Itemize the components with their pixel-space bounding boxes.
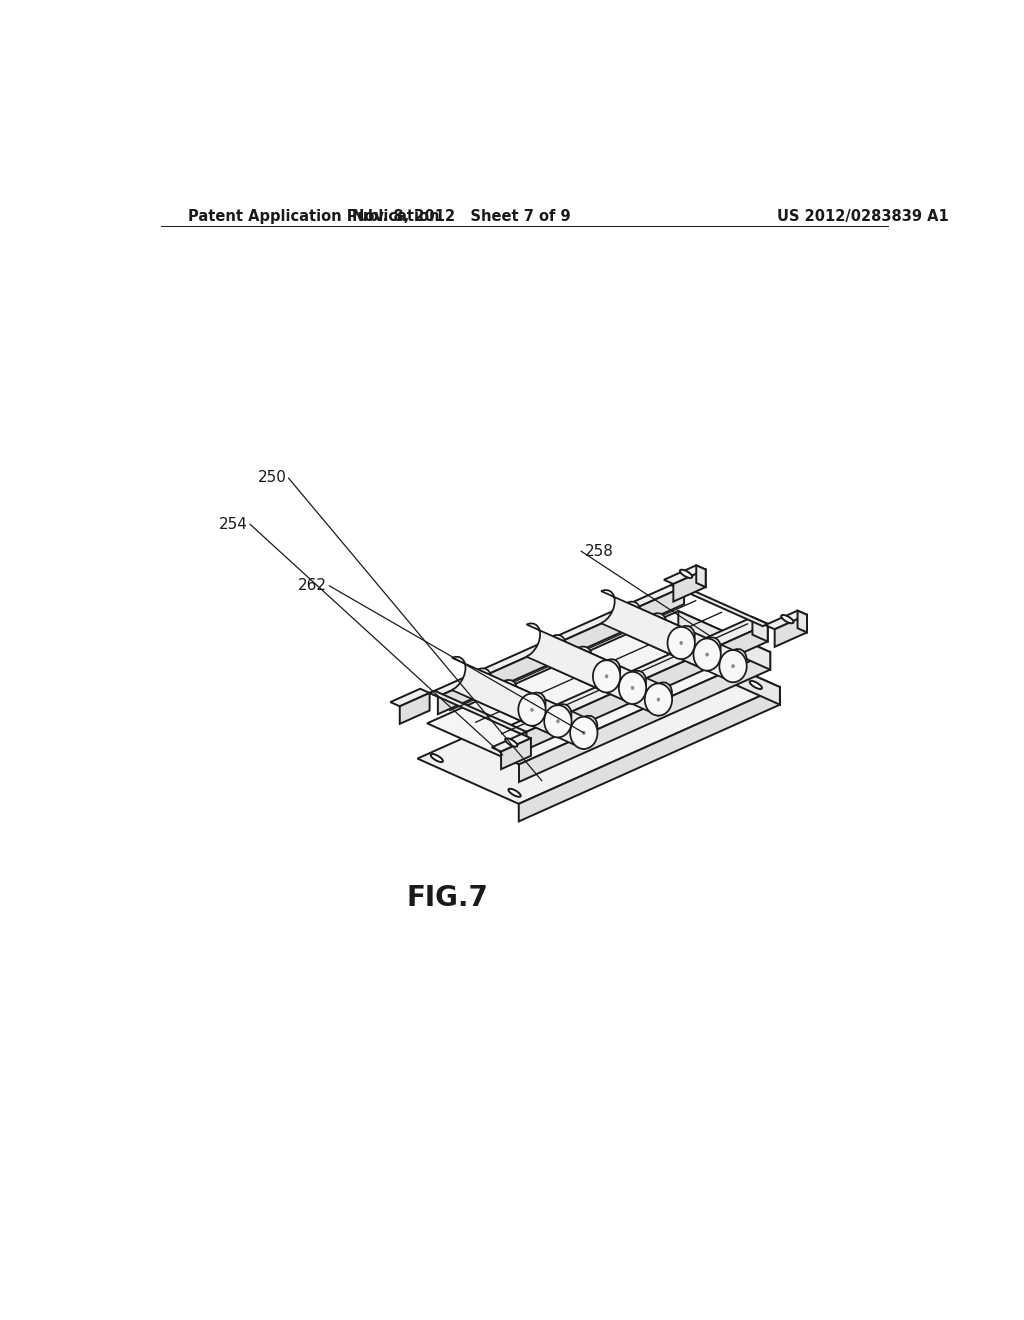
Polygon shape [601, 590, 694, 659]
Polygon shape [696, 565, 706, 587]
Ellipse shape [593, 660, 621, 693]
Polygon shape [521, 624, 768, 751]
Polygon shape [390, 689, 430, 706]
Polygon shape [427, 611, 770, 764]
Ellipse shape [781, 615, 794, 623]
Polygon shape [653, 614, 746, 682]
Polygon shape [627, 602, 721, 671]
Ellipse shape [570, 717, 597, 748]
Ellipse shape [544, 705, 571, 738]
Polygon shape [753, 618, 768, 642]
Text: 250: 250 [258, 470, 287, 486]
Polygon shape [519, 688, 780, 821]
Polygon shape [519, 652, 770, 781]
Ellipse shape [509, 789, 520, 797]
Ellipse shape [431, 754, 443, 762]
Polygon shape [674, 569, 706, 602]
Polygon shape [492, 734, 530, 751]
Polygon shape [679, 642, 780, 705]
Ellipse shape [556, 719, 559, 723]
Polygon shape [399, 693, 430, 723]
Text: 254: 254 [219, 516, 248, 532]
Ellipse shape [668, 627, 695, 659]
Text: FIG.7: FIG.7 [407, 883, 488, 912]
Polygon shape [798, 611, 807, 632]
Ellipse shape [706, 653, 709, 656]
Polygon shape [526, 623, 621, 693]
Polygon shape [501, 738, 530, 770]
Ellipse shape [680, 642, 683, 644]
Polygon shape [418, 642, 780, 804]
Ellipse shape [506, 752, 518, 760]
Ellipse shape [645, 684, 672, 715]
Polygon shape [664, 565, 706, 583]
Text: Patent Application Publication: Patent Application Publication [188, 209, 440, 223]
Ellipse shape [693, 639, 721, 671]
Ellipse shape [657, 698, 659, 701]
Polygon shape [504, 680, 597, 748]
Ellipse shape [518, 693, 546, 726]
Ellipse shape [605, 675, 608, 678]
Text: Nov. 8, 2012   Sheet 7 of 9: Nov. 8, 2012 Sheet 7 of 9 [352, 209, 571, 223]
Polygon shape [452, 657, 546, 726]
Ellipse shape [672, 645, 684, 655]
Text: 258: 258 [585, 544, 613, 558]
Ellipse shape [505, 738, 517, 747]
Polygon shape [521, 731, 526, 751]
Polygon shape [775, 615, 807, 647]
Polygon shape [579, 647, 672, 715]
Polygon shape [678, 611, 770, 669]
Ellipse shape [631, 686, 634, 689]
Ellipse shape [530, 708, 534, 711]
Ellipse shape [583, 731, 585, 734]
Polygon shape [506, 618, 768, 734]
Polygon shape [478, 668, 571, 738]
Polygon shape [430, 690, 526, 734]
Ellipse shape [732, 664, 734, 668]
Text: 262: 262 [298, 578, 327, 593]
Polygon shape [765, 611, 807, 630]
Ellipse shape [750, 681, 762, 689]
Polygon shape [671, 583, 768, 626]
Text: US 2012/0283839 A1: US 2012/0283839 A1 [777, 209, 949, 223]
Polygon shape [552, 635, 646, 704]
Ellipse shape [680, 570, 692, 578]
Polygon shape [438, 586, 684, 714]
Ellipse shape [719, 649, 746, 682]
Polygon shape [430, 583, 684, 697]
Ellipse shape [618, 672, 646, 704]
